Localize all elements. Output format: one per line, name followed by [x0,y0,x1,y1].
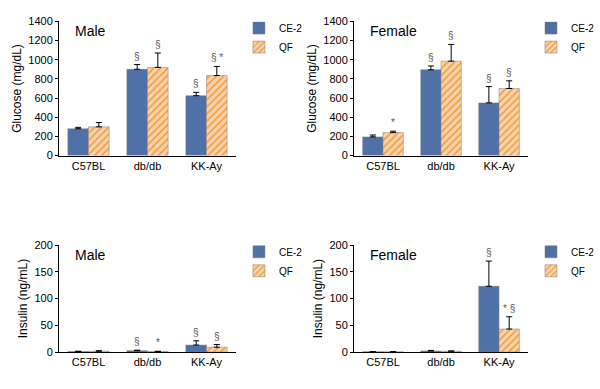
svg-text:C57BL: C57BL [366,356,400,368]
svg-text:0: 0 [47,346,53,358]
svg-text:200: 200 [34,130,52,142]
svg-text:QF: QF [279,266,293,277]
svg-text:§: § [155,39,161,50]
svg-text:200: 200 [329,239,347,251]
svg-text:1400: 1400 [28,15,52,27]
svg-text:*: * [156,337,160,348]
svg-text:0: 0 [342,149,348,161]
svg-text:Glucose (mg/dL): Glucose (mg/dL) [10,44,24,133]
svg-text:CE-2: CE-2 [571,23,594,34]
svg-text:KK-Ay: KK-Ay [484,356,515,368]
svg-text:§: § [193,78,199,89]
svg-text:0: 0 [342,346,348,358]
svg-text:Male: Male [75,23,106,39]
svg-text:§: § [134,336,140,347]
svg-text:db/db: db/db [427,356,455,368]
svg-text:50: 50 [41,319,53,331]
svg-text:200: 200 [34,239,52,251]
svg-text:150: 150 [329,266,347,278]
svg-text:600: 600 [329,92,347,104]
svg-text:*: * [391,117,395,128]
svg-text:§: § [486,247,492,258]
svg-text:Insulin (ng/mL): Insulin (ng/mL) [16,259,30,338]
svg-text:1000: 1000 [28,54,52,66]
svg-text:1200: 1200 [28,34,52,46]
svg-text:C57BL: C57BL [366,160,400,172]
svg-text:§: § [214,331,220,342]
svg-text:1200: 1200 [323,34,347,46]
svg-text:1400: 1400 [323,15,347,27]
svg-text:§ *: § * [211,52,223,63]
svg-text:Insulin (ng/mL): Insulin (ng/mL) [311,259,325,338]
svg-text:Female: Female [370,247,417,263]
svg-text:KK-Ay: KK-Ay [191,356,222,368]
svg-text:§: § [428,52,434,63]
svg-text:KK-Ay: KK-Ay [484,160,515,172]
svg-text:db/db: db/db [134,356,162,368]
svg-text:100: 100 [34,292,52,304]
svg-text:400: 400 [34,111,52,123]
svg-text:§: § [193,327,199,338]
svg-text:400: 400 [329,111,347,123]
svg-text:§: § [134,51,140,62]
svg-text:C57BL: C57BL [72,160,106,172]
svg-text:0: 0 [47,149,53,161]
svg-text:QF: QF [571,42,585,53]
svg-text:100: 100 [329,292,347,304]
svg-text:C57BL: C57BL [72,356,106,368]
svg-text:Female: Female [370,23,417,39]
svg-text:QF: QF [279,42,293,53]
svg-text:db/db: db/db [134,160,162,172]
svg-text:§: § [506,67,512,78]
svg-text:200: 200 [329,130,347,142]
svg-text:§: § [448,30,454,41]
svg-text:CE-2: CE-2 [279,247,302,258]
svg-text:Glucose (mg/dL): Glucose (mg/dL) [305,44,319,133]
svg-text:QF: QF [571,266,585,277]
svg-text:800: 800 [329,73,347,85]
svg-text:KK-Ay: KK-Ay [191,160,222,172]
svg-text:800: 800 [34,73,52,85]
svg-text:db/db: db/db [427,160,455,172]
svg-text:150: 150 [34,266,52,278]
svg-text:1000: 1000 [323,54,347,66]
svg-text:CE-2: CE-2 [279,23,302,34]
svg-text:* §: * § [503,303,515,314]
svg-text:Male: Male [75,247,106,263]
svg-text:50: 50 [336,319,348,331]
svg-text:§: § [486,73,492,84]
svg-text:CE-2: CE-2 [571,247,594,258]
svg-text:600: 600 [34,92,52,104]
